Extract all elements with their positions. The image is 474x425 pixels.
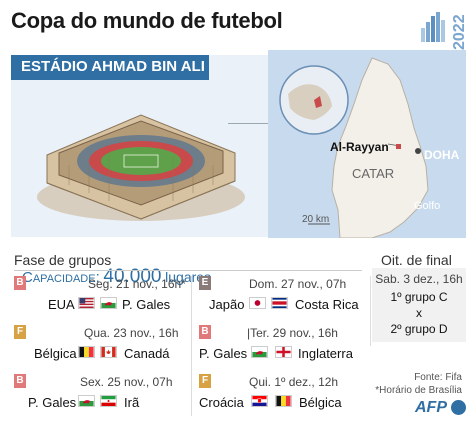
group-badge: B: [14, 374, 26, 388]
match-card: E Dom. 27 nov., 07h Japão Costa Rica: [199, 276, 369, 316]
japan-flag-icon: [249, 297, 266, 309]
qatar-map-graphic: [268, 50, 466, 239]
group-badge: E: [199, 276, 211, 290]
stadium-panel: ESTÁDIO AHMAD BIN ALI Capacidade: 40.000…: [11, 55, 276, 287]
stadium-illustration: [37, 114, 245, 221]
capacity-value: 40.000: [103, 266, 162, 287]
agency-logo: AFP: [415, 399, 447, 416]
group-badge: F: [199, 374, 211, 388]
map-label-city: Al-Rayyan: [330, 140, 389, 154]
match-date: Qua. 23 nov., 16h: [84, 326, 179, 340]
usa-flag-icon: [78, 297, 95, 309]
away-team: Costa Rica: [295, 297, 359, 312]
wales-flag-icon: [100, 297, 117, 309]
page-title: Copa do mundo de futebol: [11, 8, 283, 33]
match-date: Seg. 21 nov., 16h*: [88, 277, 186, 291]
map-scale-label: 20 km: [302, 214, 330, 225]
england-flag-icon: [275, 346, 292, 358]
wales-flag-icon: [78, 395, 95, 407]
belgium-flag-icon: [275, 395, 292, 407]
away-team: P. Gales: [122, 297, 171, 312]
map-label-gulf: Golfo: [414, 200, 441, 212]
match-date: |Ter. 29 nov., 16h: [247, 326, 338, 340]
map-label-capital: DOHA: [424, 148, 460, 162]
home-team: P. Gales: [199, 346, 248, 361]
match-card: B Seg. 21 nov., 16h* EUA P. Gales: [14, 276, 192, 316]
stadium-capacity: Capacidade: 40.000 lugares: [22, 266, 211, 288]
croatia-flag-icon: [251, 395, 268, 407]
logo-year: 2022: [451, 14, 468, 50]
away-team: Inglaterra: [298, 346, 353, 361]
match-date: Dom. 27 nov., 07h: [249, 277, 347, 291]
round-of-16-team-2: 2º grupo D: [390, 322, 448, 336]
costa-rica-flag-icon: [271, 297, 288, 309]
away-team: Canadá: [124, 346, 170, 361]
round-of-16-date: Sab. 3 dez., 16h: [375, 272, 463, 286]
doha-marker-icon: [415, 148, 421, 154]
capacity-label: Capacidade:: [22, 269, 100, 286]
canada-flag-icon: [100, 346, 117, 358]
stadium-name: ESTÁDIO AHMAD BIN ALI: [11, 55, 209, 80]
map-label-country: CATAR: [352, 166, 395, 181]
iran-flag-icon: [100, 395, 117, 407]
home-team: EUA: [48, 297, 75, 312]
away-team: Bélgica: [299, 395, 342, 410]
source-note: Fonte: Fifa: [414, 372, 462, 383]
away-team: Irã: [124, 395, 140, 410]
home-team: P. Gales: [28, 395, 77, 410]
world-cup-emblem-icon: [421, 12, 445, 42]
column-divider: [370, 276, 371, 346]
world-cup-logo: 2022: [421, 8, 468, 50]
round-of-16-vs: x: [416, 306, 422, 320]
group-badge: B: [14, 276, 26, 290]
stadium-marker-icon: [396, 144, 401, 149]
timezone-note: *Horário de Brasília: [375, 385, 462, 396]
home-team: Bélgica: [34, 346, 77, 361]
match-date: Sex. 25 nov., 07h: [80, 375, 173, 389]
group-badge: F: [14, 325, 26, 339]
afp-globe-icon: [451, 400, 466, 415]
group-stage-title: Fase de grupos: [14, 252, 112, 268]
belgium-flag-icon: [78, 346, 95, 358]
group-stage-divider: [14, 270, 362, 271]
home-team: Croácia: [199, 395, 244, 410]
match-card: F Qui. 1º dez., 12h Croácia Bélgica: [199, 374, 369, 414]
match-date: Qui. 1º dez., 12h: [249, 375, 339, 389]
match-card: F Qua. 23 nov., 16h Bélgica Canadá: [14, 325, 192, 365]
group-badge: B: [199, 325, 211, 339]
qatar-map: Al-Rayyan DOHA CATAR Golfo 20 km: [268, 50, 466, 239]
match-card: B |Ter. 29 nov., 16h P. Gales Inglaterra: [199, 325, 369, 365]
home-team: Japão: [209, 297, 245, 312]
wales-flag-icon: [251, 346, 268, 358]
round-of-16-title: Oit. de final: [381, 252, 452, 268]
round-of-16-box: Sab. 3 dez., 16h 1º grupo C x 2º grupo D: [372, 268, 466, 342]
column-divider: [191, 276, 192, 416]
round-of-16-team-1: 1º grupo C: [390, 290, 448, 304]
match-card: B Sex. 25 nov., 07h P. Gales Irã: [14, 374, 192, 414]
